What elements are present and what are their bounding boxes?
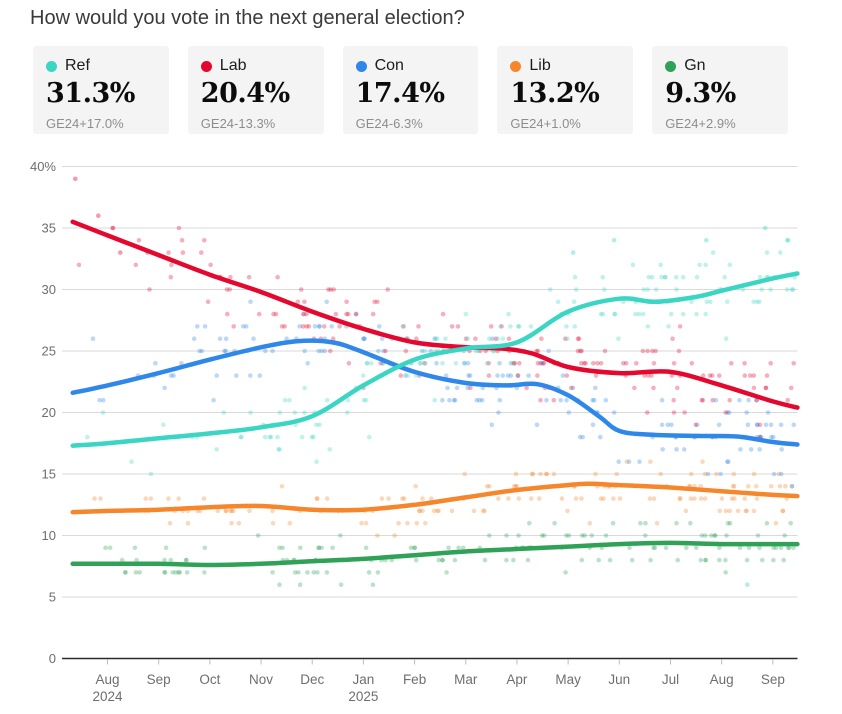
- y-axis-grid: 0 5 10 15 20 25 30 35 40%: [30, 159, 798, 666]
- x-tick-label: May: [555, 672, 581, 687]
- x-tick-label: Aug: [710, 672, 734, 687]
- lib-color-dot-icon: [510, 60, 522, 72]
- party-ge24-delta: GE24+1.0%: [510, 116, 581, 131]
- trend-lines: [70, 219, 800, 568]
- x-tick-label: Apr: [506, 672, 528, 687]
- page-title: How would you vote in the next general e…: [30, 7, 465, 29]
- legend-card-ref: Ref 31.3% GE24+17.0%: [33, 46, 169, 134]
- legend-card-head: Con: [355, 57, 467, 75]
- y-tick-label: 5: [49, 590, 56, 605]
- x-tick-label: Jun: [608, 672, 630, 687]
- trend-line-lab: [70, 219, 800, 410]
- legend-card-head: Lab: [200, 57, 312, 75]
- trend-line-gn: [70, 540, 800, 568]
- y-tick-label: 0: [49, 651, 56, 666]
- y-tick-label: 30: [42, 282, 56, 297]
- trend-line-con: [70, 338, 800, 447]
- legend-card-gn: Gn 9.3% GE24+2.9%: [652, 46, 788, 134]
- party-ge24-delta: GE24+17.0%: [46, 116, 124, 131]
- party-share-value: 13.2%: [510, 78, 600, 109]
- x-tick-label: Jul: [662, 672, 679, 687]
- y-tick-label: 10: [42, 528, 56, 543]
- legend-card-lib: Lib 13.2% GE24+1.0%: [497, 46, 634, 134]
- trend-line-ref: [70, 271, 800, 448]
- lab-color-dot-icon: [200, 60, 212, 72]
- y-tick-label: 20: [42, 405, 56, 420]
- legend-card-lab: Lab 20.4% GE24-13.3%: [187, 46, 324, 134]
- party-label: Lib: [529, 57, 551, 74]
- y-tick-label: 40%: [30, 159, 56, 174]
- party-ge24-delta: GE24-6.3%: [355, 116, 423, 131]
- y-tick-label: 15: [42, 467, 56, 482]
- party-label: Con: [374, 57, 404, 74]
- gn-color-dot-icon: [665, 60, 677, 72]
- y-tick-label: 25: [42, 344, 56, 359]
- ref-color-dot-icon: [46, 60, 57, 72]
- party-ge24-delta: GE24-13.3%: [200, 116, 276, 131]
- x-tick-label: Mar: [454, 672, 478, 687]
- x-tick-label: Nov: [249, 672, 273, 687]
- x-tick-label: Feb: [403, 672, 426, 687]
- trend-line-lib: [70, 481, 800, 515]
- legend-card-head: Gn: [665, 57, 776, 75]
- legend-cards: Ref 31.3% GE24+17.0% Lab 20.4% GE24-13.3…: [33, 46, 788, 134]
- x-axis: Aug 2024 Sep Oct Nov Dec Jan 2025 Feb Mar Apr May Ju…: [92, 659, 785, 704]
- x-tick-year-label: 2025: [348, 689, 378, 704]
- scatter-points: [73, 176, 797, 587]
- party-label: Lab: [219, 57, 247, 74]
- y-tick-label: 35: [42, 221, 56, 236]
- x-tick-year-label: 2024: [92, 689, 123, 704]
- x-tick-label: Oct: [199, 672, 220, 687]
- party-share-value: 31.3%: [46, 78, 135, 109]
- legend-card-con: Con 17.4% GE24-6.3%: [342, 46, 479, 134]
- x-tick-label: Jan: [353, 672, 375, 687]
- party-ge24-delta: GE24+2.9%: [665, 116, 736, 131]
- party-share-value: 20.4%: [200, 78, 290, 109]
- party-label: Ref: [65, 57, 90, 74]
- x-tick-label: Sep: [761, 672, 785, 687]
- con-color-dot-icon: [355, 60, 367, 72]
- party-share-value: 9.3%: [665, 78, 736, 109]
- party-label: Gn: [684, 57, 706, 74]
- x-tick-label: Dec: [300, 672, 324, 687]
- legend-card-head: Lib: [510, 57, 621, 75]
- x-tick-label: Aug: [95, 672, 119, 687]
- party-share-value: 17.4%: [355, 78, 445, 109]
- x-tick-label: Sep: [147, 672, 171, 687]
- legend-card-head: Ref: [46, 57, 157, 75]
